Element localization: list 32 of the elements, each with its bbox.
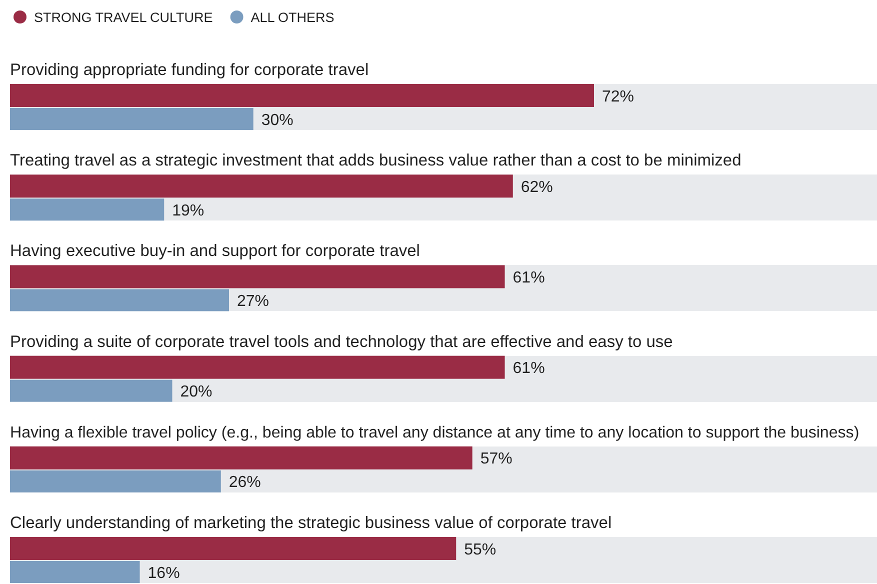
bar bbox=[10, 446, 472, 470]
bar bbox=[10, 265, 505, 288]
data-label: 27% bbox=[237, 292, 270, 310]
data-label: 72% bbox=[602, 88, 634, 106]
bar bbox=[10, 198, 164, 221]
legend-label: ALL OTHERS bbox=[250, 10, 334, 25]
y-tick-label: Providing appropriate funding for corporate travel bbox=[10, 61, 369, 79]
bar bbox=[10, 356, 505, 379]
data-label: 20% bbox=[180, 384, 212, 401]
y-tick-label: Treating travel as a strategic investment that adds business value rather than a cost to be minimized bbox=[10, 152, 742, 170]
bar bbox=[10, 470, 221, 492]
data-label: 61% bbox=[512, 360, 545, 378]
y-tick-label: Having a flexible travel policy (e.g., being able to travel any distance at any time to any location to support the business) bbox=[10, 423, 860, 442]
data-label: 57% bbox=[480, 450, 512, 468]
bar bbox=[10, 289, 229, 312]
bar bbox=[10, 380, 172, 402]
data-label: 16% bbox=[148, 564, 180, 582]
bar bbox=[10, 174, 513, 198]
bar bbox=[10, 84, 594, 107]
legend-label: STRONG TRAVEL CULTURE bbox=[34, 10, 213, 25]
y-tick-label: Providing a suite of corporate travel tools and technology that are effective and easy to use bbox=[10, 332, 673, 351]
data-label: 62% bbox=[520, 178, 553, 196]
y-tick-label: Clearly understanding of marketing the strategic business value of corporate travel bbox=[10, 514, 612, 532]
data-label: 26% bbox=[228, 474, 261, 492]
data-label: 61% bbox=[512, 269, 545, 286]
y-tick-label: Having executive buy-in and support for corporate travel bbox=[10, 242, 420, 260]
data-label: 55% bbox=[464, 541, 496, 558]
data-label: 30% bbox=[261, 112, 294, 129]
bar bbox=[10, 561, 140, 583]
bar bbox=[10, 108, 254, 130]
bar bbox=[10, 537, 456, 560]
data-label: 19% bbox=[172, 202, 204, 220]
